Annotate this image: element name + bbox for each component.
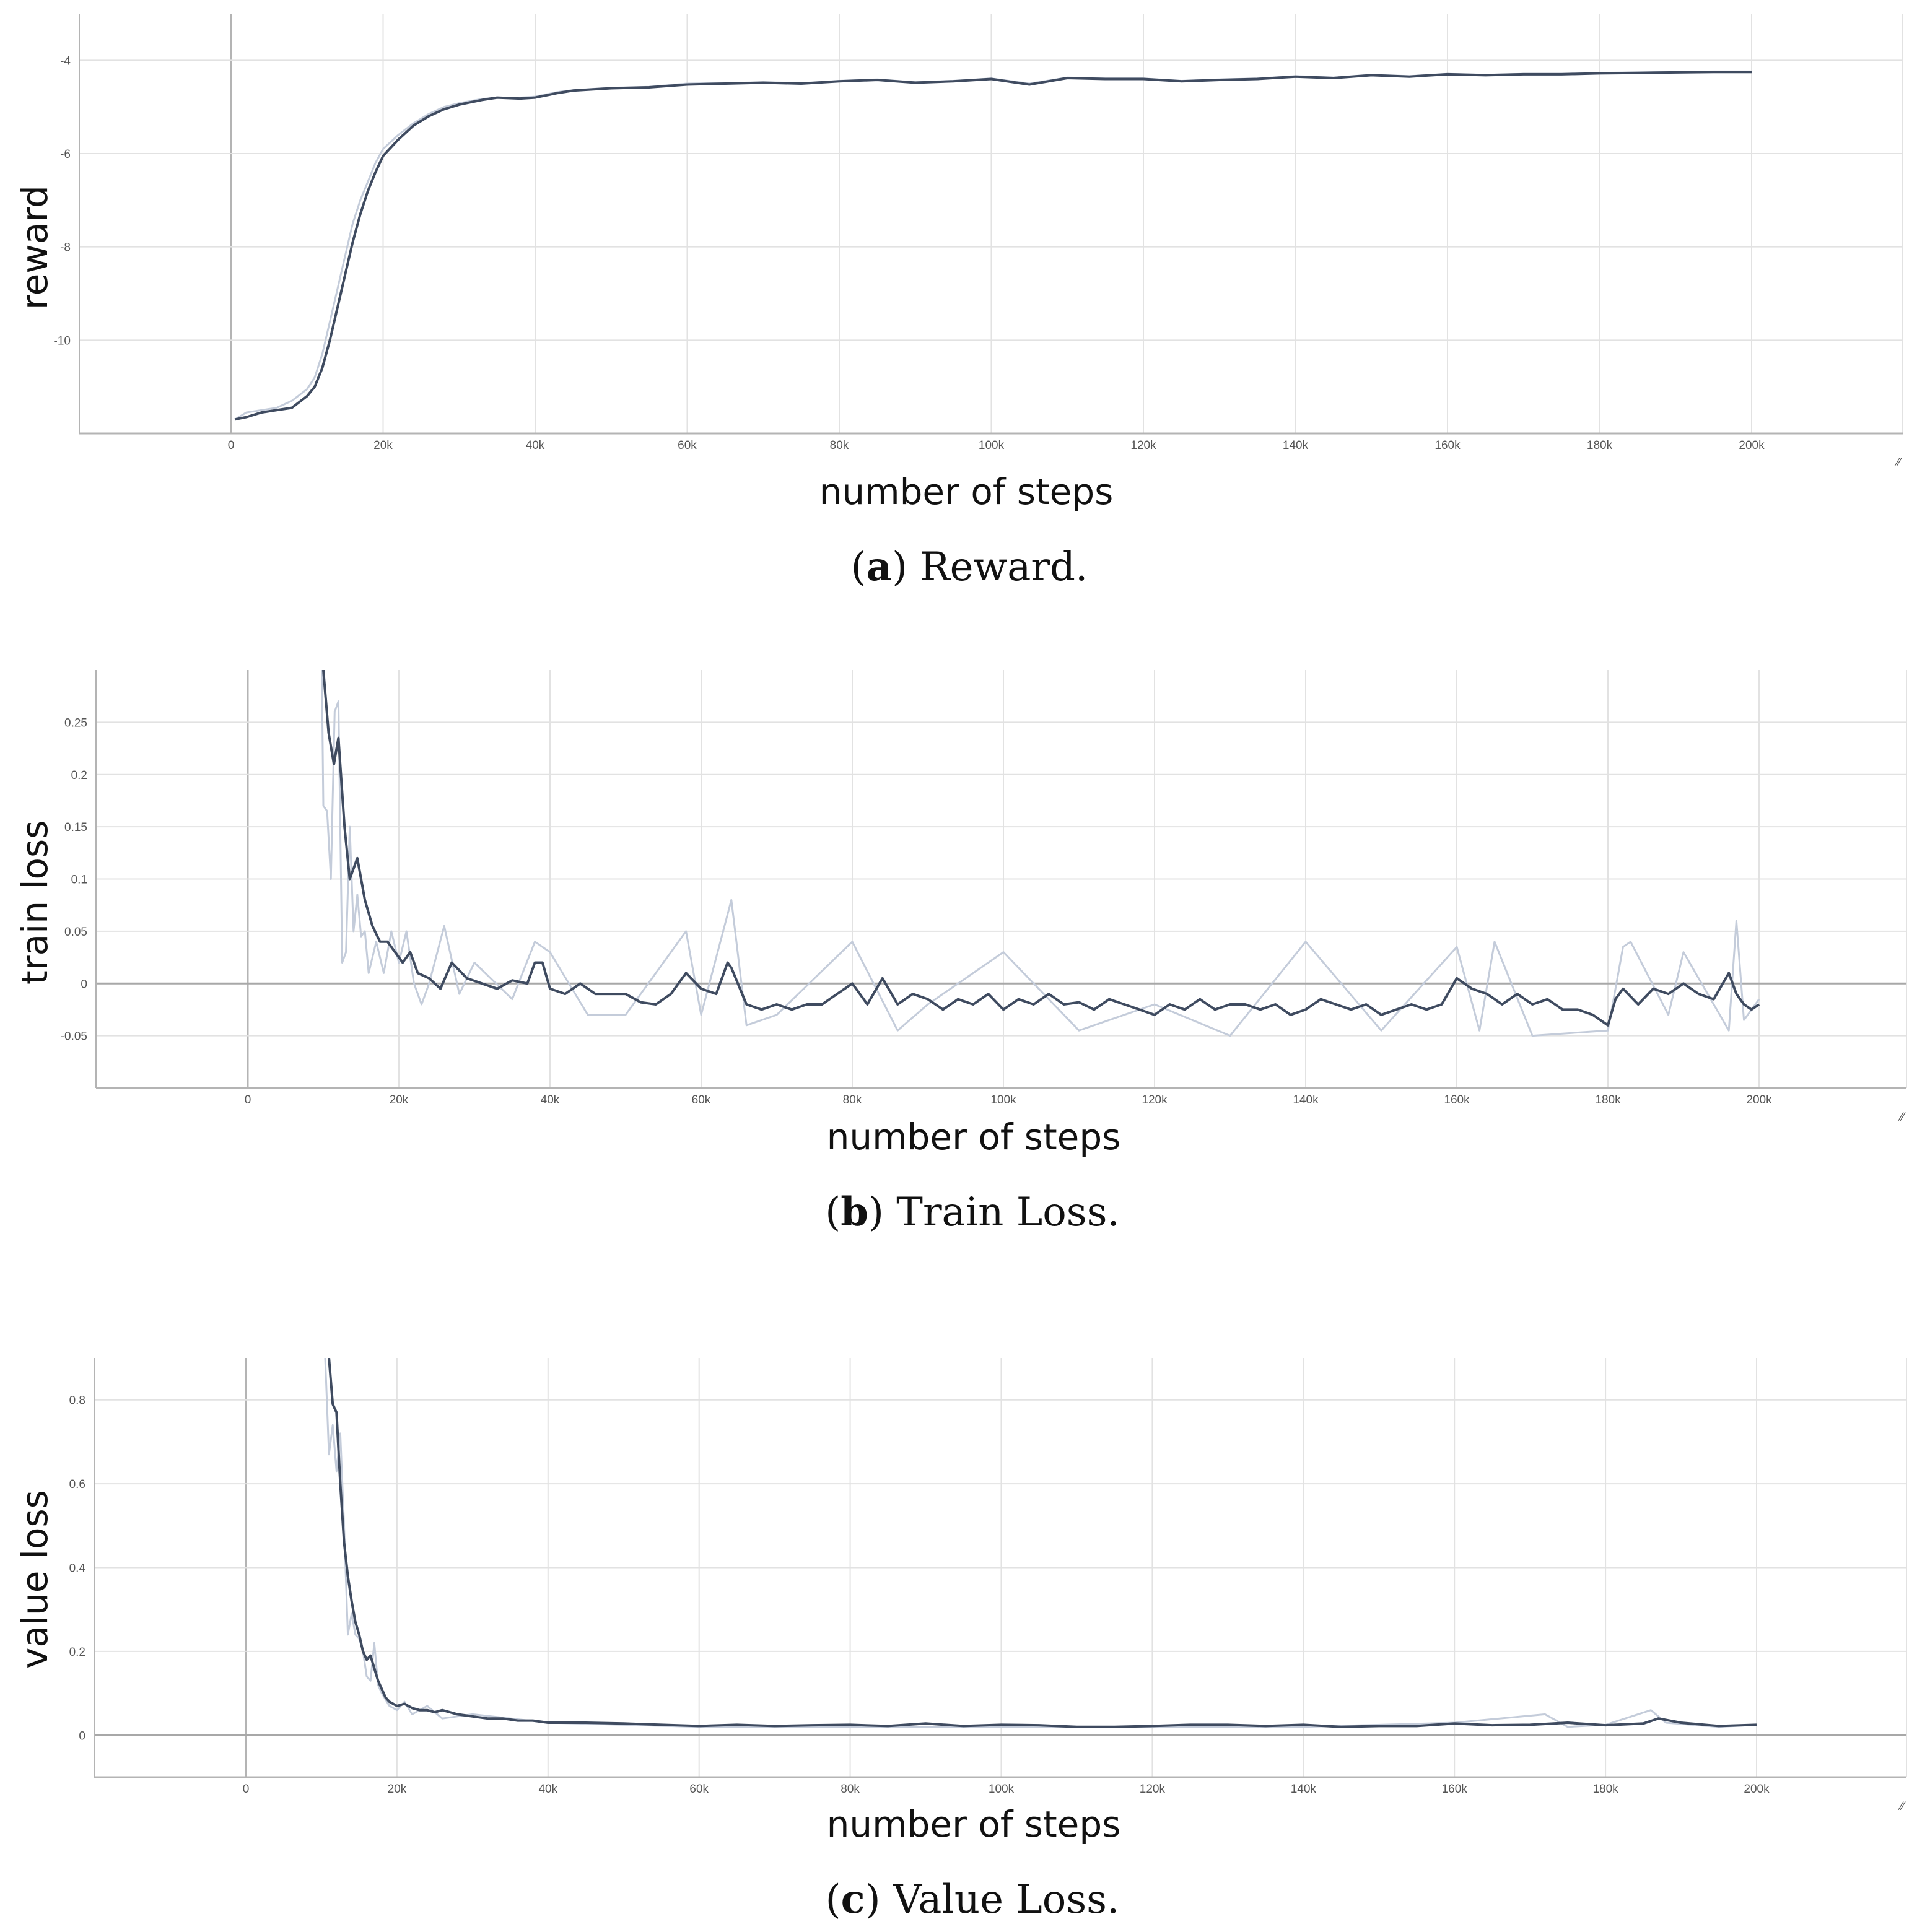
reward-x-axis-label: number of steps [819,471,1114,513]
caption-text: Train Loss. [896,1190,1120,1235]
panel-train-loss: 0 20k 40k 60k 80k 100k 120k 140k 160k 180k 200k -0.… [14,670,1907,1235]
train-loss-chart: 0 20k 40k 60k 80k 100k 120k 140k 160k 180k 200k -0.… [61,670,1907,1124]
grid: 0 20k 40k 60k 80k 100k 120k 140k 160k 180k 200k 0 0.… [69,1358,1907,1796]
reward-caption: (a) Reward. [850,544,1088,590]
y-tick-label: 0.2 [71,769,87,782]
caption-letter: c [841,1876,865,1923]
y-tick-label: 0.2 [69,1646,85,1659]
y-tick-label: 0 [79,1730,85,1743]
x-tick-label: 80k [841,1783,860,1796]
x-tick-label: 80k [830,439,849,452]
caption-text: Reward. [920,544,1088,590]
y-tick-label: 0.25 [64,716,87,729]
x-tick-label: 160k [1444,1094,1470,1107]
x-tick-label: 140k [1283,439,1309,452]
caption-letter: a [866,544,893,590]
y-tick-label: -0.05 [61,1030,87,1043]
resize-handle-icon[interactable]: ⁄⁄ [1894,456,1902,469]
train-loss-caption: (b) Train Loss. [825,1189,1120,1235]
x-tick-label: 100k [990,1094,1016,1107]
x-tick-label: 100k [989,1783,1015,1796]
x-tick-label: 180k [1595,1094,1621,1107]
grid: 0 20k 40k 60k 80k 100k 120k 140k 160k 180k 200k -0.… [61,670,1907,1107]
y-tick-label: -6 [60,148,71,161]
x-tick-label: 200k [1746,1094,1772,1107]
resize-handle-icon[interactable]: ⁄⁄ [1898,1111,1906,1124]
y-tick-label: 0 [81,978,87,991]
x-tick-label: 160k [1434,439,1461,452]
smoothed-series-line [234,71,1752,421]
y-tick-label: 0.15 [64,821,87,834]
x-tick-label: 60k [692,1094,711,1107]
x-tick-label: 180k [1587,439,1613,452]
y-tick-label: 0.4 [69,1562,86,1575]
x-tick-label: 120k [1142,1094,1168,1107]
value-loss-x-axis-label: number of steps [826,1803,1121,1845]
panel-reward: 0 20k 40k 60k 80k 100k 120k 140k 160k 180k 200k -10… [0,0,1917,619]
x-tick-label: 200k [1744,1783,1770,1796]
y-tick-label: 0.8 [69,1395,85,1408]
caption-text: Value Loss. [893,1877,1120,1923]
smoothed-series-line [328,1358,1757,1728]
caption-letter: b [841,1189,868,1235]
x-tick-label: 40k [538,1783,557,1796]
x-tick-label: 20k [388,1783,407,1796]
x-tick-label: 140k [1291,1783,1317,1796]
raw-series-line [324,1358,1757,1728]
x-tick-label: 60k [689,1783,709,1796]
y-tick-label: -8 [60,242,71,255]
x-tick-label: 40k [541,1094,560,1107]
x-tick-label: 0 [245,1094,251,1107]
reward-chart: 0 20k 40k 60k 80k 100k 120k 140k 160k 180k 200k -10… [54,14,1903,469]
resize-handle-icon[interactable]: ⁄⁄ [1898,1800,1906,1813]
x-tick-label: 100k [979,439,1005,452]
x-tick-label: 0 [243,1783,250,1796]
x-tick-label: 160k [1442,1783,1468,1796]
y-tick-label: -10 [54,334,71,347]
value-loss-caption: (c) Value Loss. [825,1876,1120,1923]
x-tick-label: 20k [373,439,393,452]
x-tick-label: 0 [228,439,235,452]
value-loss-y-axis-label: value loss [14,1490,56,1669]
x-tick-label: 120k [1140,1783,1166,1796]
train-loss-x-axis-label: number of steps [826,1116,1121,1158]
x-tick-label: 120k [1130,439,1156,452]
y-tick-label: 0.1 [71,874,87,887]
y-tick-label: 0.6 [69,1478,85,1491]
y-tick-label: 0.05 [64,926,87,939]
x-tick-label: 40k [526,439,545,452]
x-tick-label: 80k [843,1094,862,1107]
y-tick-label: -4 [60,54,71,67]
x-tick-label: 20k [390,1094,409,1107]
x-tick-label: 140k [1293,1094,1319,1107]
x-tick-label: 200k [1739,439,1765,452]
raw-series-line [321,670,1760,1037]
grid: 0 20k 40k 60k 80k 100k 120k 140k 160k 180k 200k -10… [54,14,1903,452]
smoothed-series-line [322,670,1760,1027]
x-tick-label: 60k [678,439,697,452]
x-tick-label: 180k [1592,1783,1618,1796]
